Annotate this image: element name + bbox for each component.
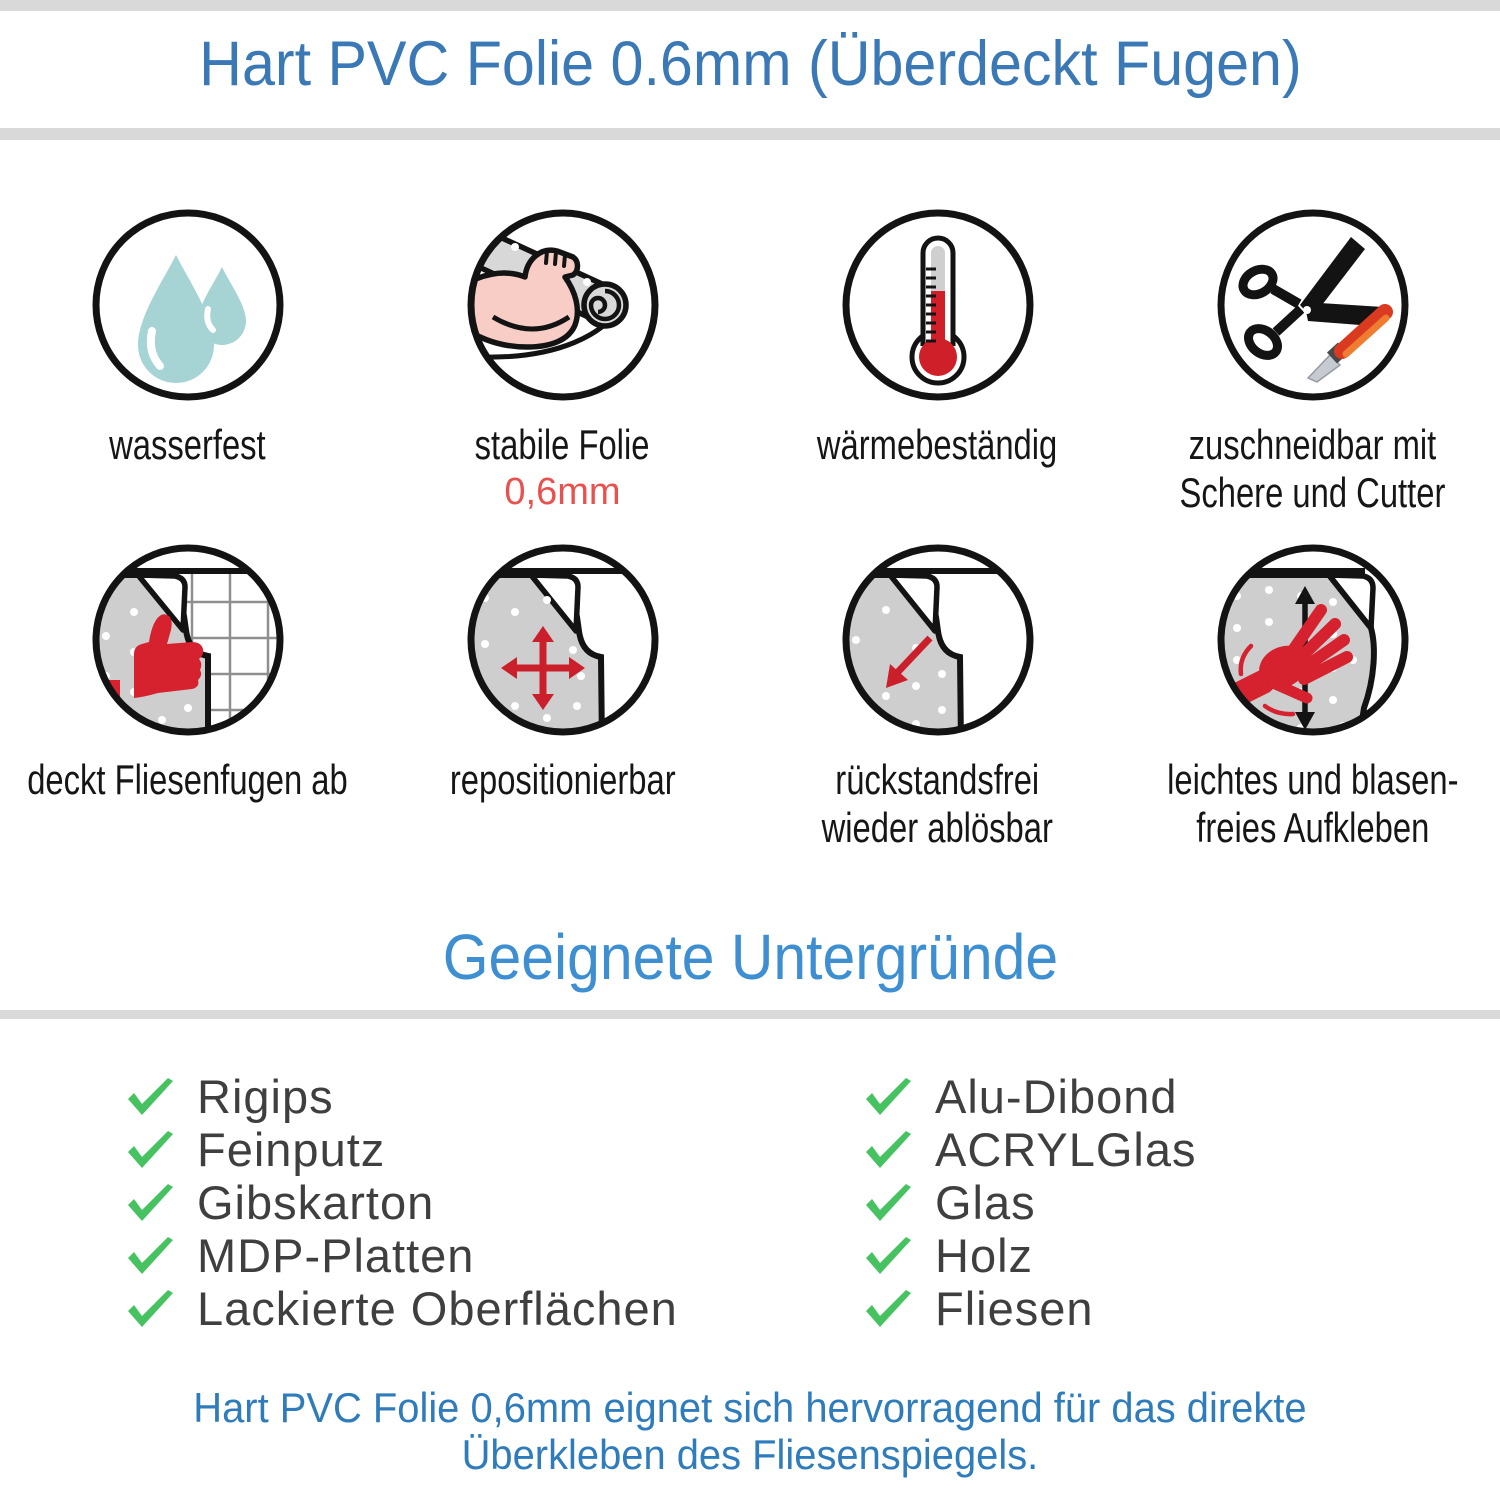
- list-item-label: Gibskarton: [197, 1176, 435, 1229]
- check-icon: [128, 1130, 173, 1168]
- feature-sublabel: 0,6mm: [504, 471, 621, 513]
- feature-heat-resistant: wärmebeständig: [750, 205, 1125, 517]
- section-divider: [0, 1010, 1500, 1019]
- page-title: Hart PVC Folie 0.6mm (Überdeckt Fugen): [0, 28, 1500, 100]
- check-icon: [128, 1183, 173, 1221]
- list-item-label: Rigips: [197, 1070, 334, 1123]
- feature-caption: wärmebeständig: [817, 421, 1058, 468]
- check-icon: [128, 1236, 173, 1274]
- thermometer-icon: [837, 205, 1038, 405]
- feature-caption: zuschneidbar mit Schere und Cutter: [1179, 421, 1446, 516]
- list-item: Feinputz: [125, 1123, 738, 1176]
- hand-smoothing-foil-icon: [1212, 540, 1413, 740]
- list-item: Glas: [863, 1176, 1197, 1229]
- list-item: Alu-Dibond: [863, 1070, 1197, 1123]
- feature-cuttable: zuschneidbar mit Schere und Cutter: [1125, 205, 1500, 517]
- feature-row-2: deckt Fliesenfugen ab: [0, 540, 1500, 852]
- substrate-column-left: Rigips Feinputz Gibskarton MDP-Platten L…: [125, 1070, 738, 1335]
- title-divider: [0, 128, 1500, 140]
- list-item: Rigips: [125, 1070, 738, 1123]
- footer-line: Hart PVC Folie 0,6mm eignet sich hervorr…: [193, 1384, 1307, 1431]
- section-title-text: Geeignete Untergründe: [442, 921, 1058, 993]
- list-item-label: Alu-Dibond: [935, 1070, 1178, 1123]
- list-item: MDP-Platten: [125, 1229, 738, 1282]
- list-item: Lackierte Oberflächen: [125, 1282, 738, 1335]
- top-divider: [0, 0, 1500, 11]
- list-item-label: Lackierte Oberflächen: [197, 1282, 678, 1335]
- list-item-label: Glas: [935, 1176, 1036, 1229]
- list-item-label: Holz: [935, 1229, 1034, 1282]
- feature-residue-free: rückstandsfrei wieder ablösbar: [750, 540, 1125, 852]
- feature-repositionable: repositionierbar: [375, 540, 750, 852]
- list-item: Fliesen: [863, 1282, 1197, 1335]
- list-item: Holz: [863, 1229, 1197, 1282]
- check-icon: [128, 1289, 173, 1327]
- peel-off-arrow-icon: [837, 540, 1038, 740]
- check-icon: [866, 1077, 911, 1115]
- check-icon: [866, 1236, 911, 1274]
- move-arrows-foil-icon: [462, 540, 663, 740]
- check-icon: [866, 1289, 911, 1327]
- check-icon: [128, 1077, 173, 1115]
- substrate-column-right: Alu-Dibond ACRYLGlas Glas Holz Fliesen: [863, 1070, 1197, 1335]
- feature-caption: leichtes und blasen- freies Aufkleben: [1166, 756, 1459, 851]
- list-item-label: MDP-Platten: [197, 1229, 475, 1282]
- feature-row-1: wasserfest: [0, 205, 1500, 517]
- feature-easy-application: leichtes und blasen- freies Aufkleben: [1125, 540, 1500, 852]
- strong-arm-foil-icon: [462, 205, 663, 405]
- list-item-label: Feinputz: [197, 1123, 386, 1176]
- scissors-cutter-icon: [1212, 205, 1413, 405]
- feature-caption: deckt Fliesenfugen ab: [27, 756, 348, 803]
- feature-waterproof: wasserfest: [0, 205, 375, 517]
- feature-covers-joints: deckt Fliesenfugen ab: [0, 540, 375, 852]
- section-title: Geeignete Untergründe: [0, 920, 1500, 994]
- water-drops-icon: [87, 205, 288, 405]
- feature-stable-foil: stabile Folie 0,6mm: [375, 205, 750, 517]
- footer-note: Hart PVC Folie 0,6mm eignet sich hervorr…: [0, 1384, 1500, 1478]
- list-item: ACRYLGlas: [863, 1123, 1197, 1176]
- thumbs-up-tiles-icon: [87, 540, 288, 740]
- feature-caption: wasserfest: [109, 421, 266, 468]
- list-item: Gibskarton: [125, 1176, 738, 1229]
- feature-caption: stabile Folie: [475, 421, 650, 468]
- substrate-checklist: Rigips Feinputz Gibskarton MDP-Platten L…: [0, 1070, 1500, 1335]
- feature-caption: rückstandsfrei wieder ablösbar: [821, 756, 1054, 851]
- check-icon: [866, 1183, 911, 1221]
- page-title-text: Hart PVC Folie 0.6mm (Überdeckt Fugen): [198, 29, 1302, 99]
- check-icon: [866, 1130, 911, 1168]
- list-item-label: ACRYLGlas: [935, 1123, 1197, 1176]
- footer-line: Überkleben des Fliesenspiegels.: [461, 1431, 1039, 1478]
- list-item-label: Fliesen: [935, 1282, 1094, 1335]
- feature-caption: repositionierbar: [449, 756, 676, 803]
